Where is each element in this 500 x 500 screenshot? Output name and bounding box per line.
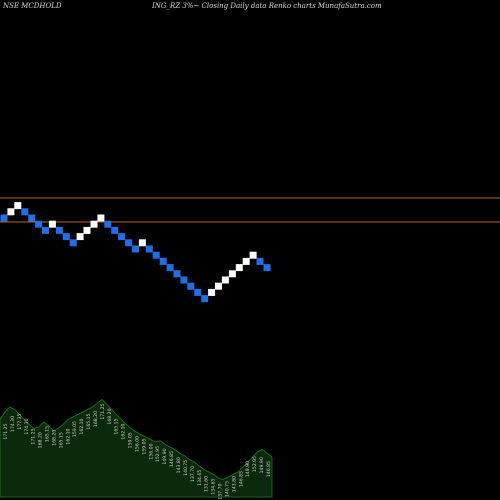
price-label: 143.80 xyxy=(231,476,237,492)
price-label: 165.15 xyxy=(86,413,92,429)
renko-brick-down xyxy=(256,257,264,265)
renko-brick-up xyxy=(242,257,250,265)
price-label: 134.65 xyxy=(197,470,203,486)
price-label: 168.20 xyxy=(107,408,113,424)
price-label: 168.20 xyxy=(93,411,99,427)
price-label: 162.10 xyxy=(79,418,85,434)
chart-caption: ING_RZ 3%~ Closing Daily data Renko char… xyxy=(152,2,382,10)
renko-brick-down xyxy=(0,214,8,222)
price-label: 159.05 xyxy=(141,438,147,454)
renko-brick-up xyxy=(138,239,146,247)
price-label: 159.05 xyxy=(72,421,78,437)
renko-brick-up xyxy=(228,270,236,278)
price-label: 152.95 xyxy=(155,446,161,462)
price-label: 131.60 xyxy=(204,476,210,492)
price-label: 165.15 xyxy=(58,432,64,448)
price-label: 171.25 xyxy=(100,403,106,419)
renko-brick-up xyxy=(97,214,105,222)
price-label: 134.65 xyxy=(211,478,217,494)
price-label: 177.35 xyxy=(17,413,23,429)
renko-brick-up xyxy=(221,276,229,284)
renko-brick-down xyxy=(111,226,119,234)
price-label: 137.70 xyxy=(190,466,196,482)
symbol-title: NSE MCDHOLD xyxy=(3,2,62,10)
renko-brick-up xyxy=(14,202,22,210)
price-label: 146.85 xyxy=(266,461,272,477)
price-label: 159.05 xyxy=(128,432,134,448)
renko-brick-down xyxy=(152,251,160,259)
price-label: 168.20 xyxy=(51,430,57,446)
renko-brick-down xyxy=(125,239,133,247)
price-label: 156.00 xyxy=(134,436,140,452)
renko-brick-up xyxy=(235,264,243,272)
renko-brick-up xyxy=(7,208,15,216)
renko-brick-down xyxy=(194,288,202,296)
renko-brick-up xyxy=(76,233,84,241)
renko-brick-down xyxy=(145,245,153,253)
renko-brick-down xyxy=(132,245,139,253)
renko-brick-up xyxy=(83,226,91,234)
price-label: 174.30 xyxy=(10,416,16,432)
price-label: 149.90 xyxy=(162,448,168,464)
renko-brick-down xyxy=(55,226,63,234)
price-label: 140.75 xyxy=(183,460,189,476)
renko-brick-down xyxy=(187,282,195,290)
renko-brick-down xyxy=(201,295,209,303)
renko-brick-down xyxy=(69,239,77,247)
price-label: 143.80 xyxy=(176,457,182,473)
renko-brick-down xyxy=(28,214,36,222)
renko-brick-down xyxy=(62,233,70,241)
renko-brick-down xyxy=(173,270,181,278)
price-label: 146.85 xyxy=(169,451,175,467)
renko-brick-down xyxy=(166,264,174,272)
renko-brick-down xyxy=(159,257,167,265)
price-label: 174.30 xyxy=(24,418,30,434)
renko-brick-up xyxy=(48,220,56,228)
renko-brick-down xyxy=(180,276,188,284)
renko-brick-down xyxy=(21,208,29,216)
price-label: 152.95 xyxy=(252,456,258,472)
price-label: 149.90 xyxy=(245,461,251,477)
price-label: 146.85 xyxy=(238,471,244,487)
renko-brick-down xyxy=(42,226,49,234)
renko-brick-down xyxy=(35,220,43,228)
price-label: 137.70 xyxy=(218,483,224,499)
price-label: 171.25 xyxy=(31,428,37,444)
price-label: 149.90 xyxy=(259,457,265,473)
volume-area xyxy=(0,398,273,498)
renko-brick-down xyxy=(118,233,126,241)
price-label: 168.20 xyxy=(38,432,44,448)
renko-brick-up xyxy=(215,282,222,290)
renko-brick-up xyxy=(90,220,98,228)
price-label: 171.25 xyxy=(3,423,9,439)
price-label: 156.00 xyxy=(148,443,154,459)
renko-brick-down xyxy=(263,264,271,272)
price-label: 165.15 xyxy=(45,426,51,442)
price-label: 162.10 xyxy=(65,428,71,444)
renko-brick-up xyxy=(208,288,216,296)
price-label: 162.10 xyxy=(121,423,127,439)
price-label: 165.15 xyxy=(114,418,120,434)
renko-brick-up xyxy=(249,251,257,259)
price-label: 140.75 xyxy=(224,481,230,497)
renko-brick-down xyxy=(104,220,112,228)
